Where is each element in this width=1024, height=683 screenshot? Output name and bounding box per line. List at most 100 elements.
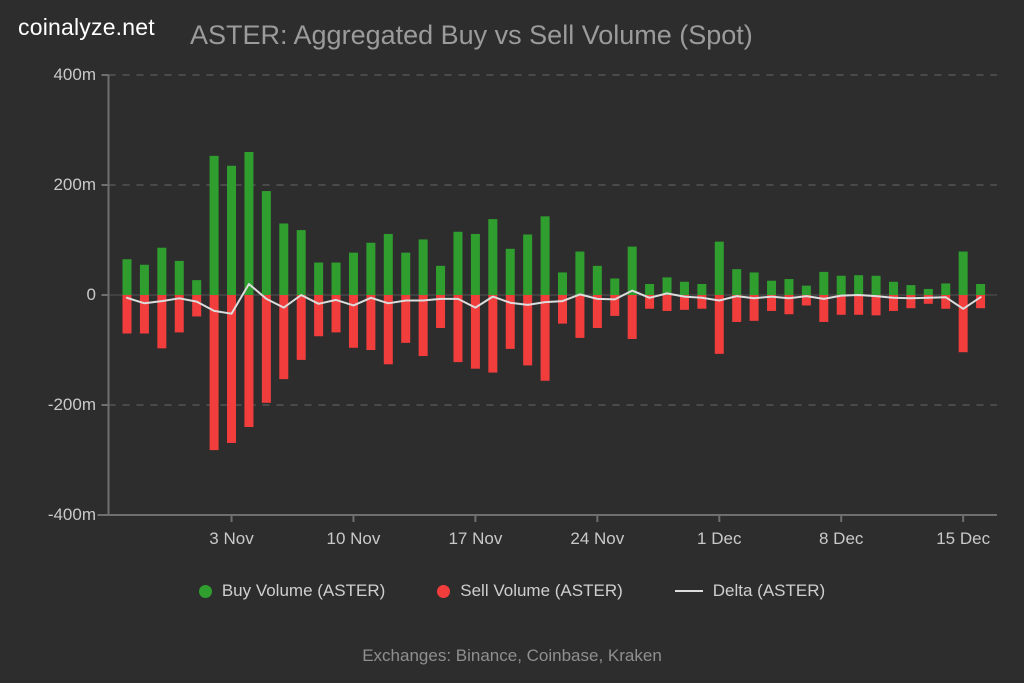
buy-bar[interactable] bbox=[436, 265, 446, 295]
buy-bar[interactable] bbox=[366, 242, 376, 295]
sell-bar[interactable] bbox=[505, 295, 515, 349]
buy-bar[interactable] bbox=[453, 231, 463, 295]
buy-bar[interactable] bbox=[418, 239, 428, 295]
buy-bar[interactable] bbox=[871, 275, 881, 295]
sell-bar[interactable] bbox=[296, 295, 306, 360]
buy-bar[interactable] bbox=[610, 278, 620, 296]
sell-bar[interactable] bbox=[610, 295, 620, 316]
legend-item-buy[interactable]: Buy Volume (ASTER) bbox=[198, 581, 385, 601]
buy-bar[interactable] bbox=[192, 280, 202, 295]
sell-bar[interactable] bbox=[383, 295, 393, 365]
buy-bar[interactable] bbox=[941, 283, 951, 295]
sell-bar[interactable] bbox=[627, 295, 637, 339]
sell-bar[interactable] bbox=[436, 295, 446, 328]
buy-bar[interactable] bbox=[784, 279, 794, 295]
buy-bar[interactable] bbox=[819, 271, 829, 295]
sell-bar[interactable] bbox=[192, 295, 202, 317]
sell-bar[interactable] bbox=[662, 295, 672, 311]
sell-bar[interactable] bbox=[418, 295, 428, 357]
sell-bar[interactable] bbox=[470, 295, 480, 369]
buy-bar[interactable] bbox=[488, 219, 498, 295]
site-logo[interactable]: coinalyze.net bbox=[18, 14, 155, 40]
legend-item-sell[interactable]: Sell Volume (ASTER) bbox=[437, 581, 623, 601]
sell-bar[interactable] bbox=[906, 295, 916, 309]
buy-bar[interactable] bbox=[174, 260, 184, 295]
buy-bar[interactable] bbox=[888, 281, 898, 295]
buy-bar[interactable] bbox=[209, 155, 219, 295]
sell-bar[interactable] bbox=[819, 295, 829, 322]
sell-bar[interactable] bbox=[854, 295, 864, 315]
sell-bar[interactable] bbox=[261, 295, 271, 403]
buy-bar[interactable] bbox=[157, 247, 167, 295]
buy-bar[interactable] bbox=[558, 272, 567, 295]
buy-bar[interactable] bbox=[645, 284, 655, 295]
sell-bar[interactable] bbox=[888, 295, 898, 311]
sell-bar[interactable] bbox=[941, 295, 951, 309]
sell-bar[interactable] bbox=[679, 295, 689, 310]
sell-bar[interactable] bbox=[697, 295, 707, 309]
buy-bar[interactable] bbox=[470, 233, 480, 295]
sell-bar[interactable] bbox=[958, 295, 968, 353]
sell-bar[interactable] bbox=[523, 295, 533, 366]
sell-bar[interactable] bbox=[366, 295, 376, 350]
sell-bar[interactable] bbox=[174, 295, 184, 333]
buy-bar[interactable] bbox=[122, 259, 132, 295]
sell-bar[interactable] bbox=[139, 295, 149, 334]
buy-bar[interactable] bbox=[331, 262, 341, 295]
buy-bar[interactable] bbox=[244, 152, 254, 295]
sell-bar[interactable] bbox=[244, 295, 254, 427]
sell-bar[interactable] bbox=[488, 295, 498, 373]
buy-bar[interactable] bbox=[714, 241, 724, 295]
buy-bar[interactable] bbox=[314, 262, 324, 295]
buy-bar[interactable] bbox=[679, 281, 689, 295]
sell-bar[interactable] bbox=[767, 295, 777, 311]
buy-bar[interactable] bbox=[540, 216, 550, 295]
sell-bar[interactable] bbox=[714, 295, 724, 354]
sell-bar[interactable] bbox=[749, 295, 759, 321]
sell-bar[interactable] bbox=[801, 295, 811, 306]
buy-bar[interactable] bbox=[523, 234, 533, 296]
buy-bar[interactable] bbox=[749, 272, 759, 295]
buy-bar[interactable] bbox=[697, 284, 707, 295]
buy-bar[interactable] bbox=[139, 264, 149, 295]
sell-bar[interactable] bbox=[923, 295, 933, 304]
sell-bar[interactable] bbox=[784, 295, 794, 315]
sell-bar[interactable] bbox=[314, 295, 324, 337]
sell-bar[interactable] bbox=[348, 295, 358, 348]
sell-bar[interactable] bbox=[558, 295, 567, 324]
buy-bar[interactable] bbox=[227, 165, 237, 295]
buy-bar[interactable] bbox=[732, 269, 742, 295]
buy-bar[interactable] bbox=[401, 252, 411, 295]
buy-bar[interactable] bbox=[801, 285, 811, 295]
sell-bar[interactable] bbox=[732, 295, 742, 322]
legend-item-delta[interactable]: Delta (ASTER) bbox=[674, 581, 825, 601]
sell-bar[interactable] bbox=[453, 295, 463, 363]
sell-bar[interactable] bbox=[645, 295, 655, 309]
buy-bar[interactable] bbox=[923, 288, 933, 295]
buy-bar[interactable] bbox=[906, 285, 916, 295]
buy-bar[interactable] bbox=[854, 275, 864, 295]
buy-bar[interactable] bbox=[836, 275, 846, 295]
buy-bar[interactable] bbox=[976, 284, 986, 295]
buy-bar[interactable] bbox=[958, 251, 968, 295]
sell-bar[interactable] bbox=[331, 295, 341, 333]
buy-bar[interactable] bbox=[627, 246, 637, 295]
sell-bar[interactable] bbox=[227, 295, 237, 443]
buy-bar[interactable] bbox=[279, 223, 289, 296]
buy-bar[interactable] bbox=[348, 252, 358, 295]
chart-canvas[interactable] bbox=[0, 0, 1024, 560]
sell-bar[interactable] bbox=[592, 295, 602, 328]
sell-bar[interactable] bbox=[209, 295, 219, 451]
buy-bar[interactable] bbox=[592, 265, 602, 295]
sell-bar[interactable] bbox=[401, 295, 411, 343]
buy-bar[interactable] bbox=[575, 251, 585, 295]
delta-line[interactable] bbox=[126, 283, 982, 315]
buy-bar[interactable] bbox=[296, 230, 306, 295]
buy-bar[interactable] bbox=[383, 233, 393, 295]
sell-bar[interactable] bbox=[575, 295, 585, 338]
sell-bar[interactable] bbox=[836, 295, 846, 315]
buy-bar[interactable] bbox=[767, 280, 777, 295]
sell-bar[interactable] bbox=[122, 295, 132, 334]
buy-bar[interactable] bbox=[505, 248, 515, 295]
sell-bar[interactable] bbox=[157, 295, 167, 349]
